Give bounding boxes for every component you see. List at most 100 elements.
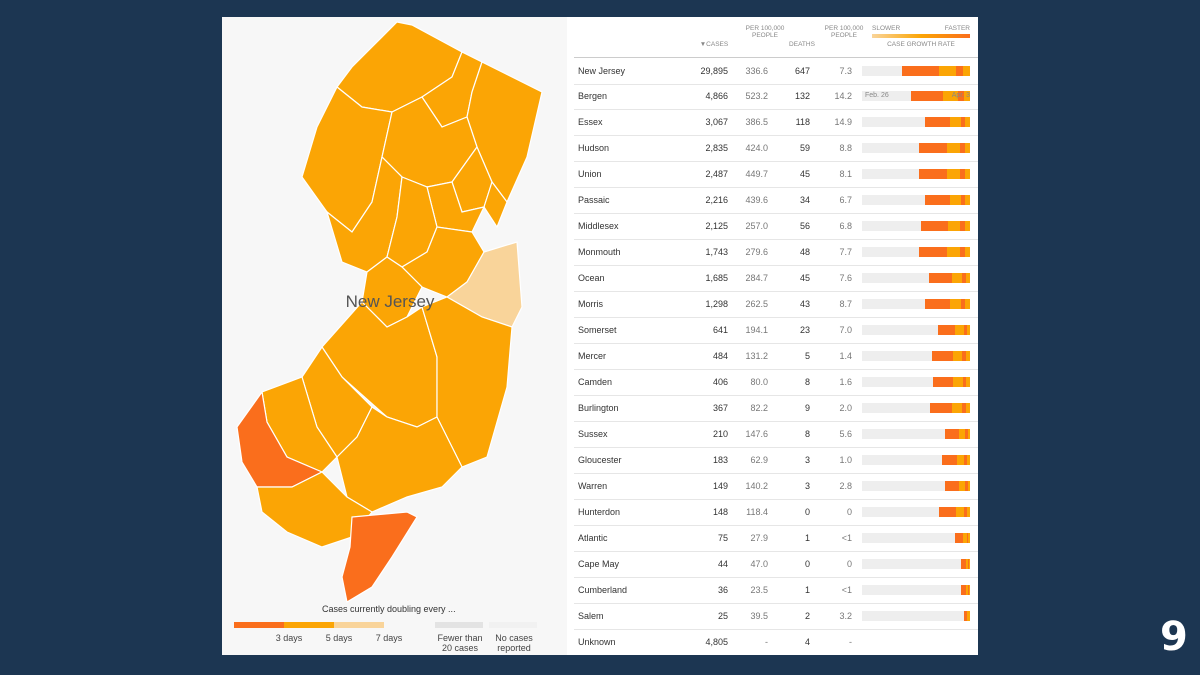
county-ocean[interactable]: [421, 296, 513, 468]
row-cases-per-100k: 279.6: [745, 247, 768, 257]
header-slower: SLOWER: [872, 25, 901, 32]
growth-segment: [964, 247, 970, 257]
row-cases-per-100k: 27.9: [750, 533, 768, 543]
growth-segment: [910, 91, 944, 101]
header-cases[interactable]: ▼CASES: [699, 41, 729, 48]
table-row[interactable]: Hunterdon 148 118.4 0 0: [574, 499, 978, 526]
table-row[interactable]: Gloucester 183 62.9 3 1.0: [574, 447, 978, 474]
table-row[interactable]: Camden 406 80.0 8 1.6: [574, 369, 978, 396]
table-row[interactable]: Essex 3,067 386.5 118 14.9: [574, 109, 978, 136]
chart-card: New Jersey Cases currently doubling ever…: [222, 17, 978, 655]
growth-segment: [966, 559, 969, 569]
growth-segment: [928, 273, 952, 283]
growth-segment: [919, 247, 948, 257]
row-name: Hudson: [578, 143, 610, 153]
row-deaths: 3: [804, 455, 810, 465]
row-cases: 148: [712, 507, 728, 517]
table-row[interactable]: Sussex 210 147.6 8 5.6: [574, 421, 978, 448]
row-cases-per-100k: 424.0: [745, 143, 768, 153]
header-per100k-deaths: PER 100,000 PEOPLE: [824, 25, 864, 39]
growth-segment: [938, 507, 956, 517]
row-name: Warren: [578, 481, 608, 491]
table-row[interactable]: Salem 25 39.5 2 3.2: [574, 603, 978, 630]
growth-segment: [966, 533, 969, 543]
row-cases: 149: [712, 481, 728, 491]
growth-segment: [949, 117, 961, 127]
table-row[interactable]: Cape May 44 47.0 0 0: [574, 551, 978, 578]
legend-swatch: [334, 622, 384, 628]
row-deaths: 0: [804, 559, 810, 569]
row-cases: 29,895: [700, 66, 728, 76]
growth-segment: [952, 351, 963, 361]
row-deaths: 4: [804, 637, 810, 647]
row-name: Monmouth: [578, 247, 621, 257]
table-row[interactable]: Burlington 367 82.2 9 2.0: [574, 395, 978, 422]
table-row[interactable]: Warren 149 140.2 3 2.8: [574, 473, 978, 500]
row-cases: 1,298: [705, 299, 728, 309]
row-deaths-per-100k: 3.2: [839, 611, 852, 621]
row-deaths: 9: [804, 403, 810, 413]
map-panel: New Jersey Cases currently doubling ever…: [222, 17, 567, 655]
row-cases: 2,216: [705, 195, 728, 205]
table-row[interactable]: Passaic 2,216 439.6 34 6.7: [574, 187, 978, 214]
row-deaths-per-100k: 1.6: [839, 377, 852, 387]
row-name: Gloucester: [578, 455, 622, 465]
row-cases-per-100k: 262.5: [745, 299, 768, 309]
growth-segment: [965, 195, 970, 205]
table-row[interactable]: Cumberland 36 23.5 1 <1: [574, 577, 978, 604]
legend-swatch: [284, 622, 334, 628]
legend-label: 5 days: [325, 633, 353, 643]
growth-segment: [968, 559, 970, 569]
growth-segment: [963, 66, 970, 76]
growth-segment: [947, 143, 960, 153]
row-deaths-per-100k: 7.0: [839, 325, 852, 335]
header-deaths: DEATHS: [789, 41, 815, 48]
table-row[interactable]: Ocean 1,685 284.7 45 7.6: [574, 265, 978, 292]
growth-segment: [965, 429, 968, 439]
growth-segment: [958, 91, 965, 101]
table-row[interactable]: Somerset 641 194.1 23 7.0: [574, 317, 978, 344]
table-row[interactable]: Morris 1,298 262.5 43 8.7: [574, 291, 978, 318]
growth-segment: [966, 403, 970, 413]
row-name: Cumberland: [578, 585, 628, 595]
growth-segment: [961, 559, 967, 569]
row-cases-per-100k: 140.2: [745, 481, 768, 491]
table-row[interactable]: Mercer 484 131.2 5 1.4: [574, 343, 978, 370]
table-row[interactable]: Unknown 4,805 - 4 -: [574, 629, 978, 655]
county-hudson[interactable]: [483, 180, 508, 229]
growth-segment: [967, 455, 970, 465]
table-row[interactable]: New Jersey 29,895 336.6 647 7.3: [574, 57, 978, 85]
growth-segment: [949, 195, 961, 205]
row-deaths-per-100k: 14.2: [834, 91, 852, 101]
row-deaths-per-100k: 2.8: [839, 481, 852, 491]
row-cases: 4,805: [705, 637, 728, 647]
table-row[interactable]: Union 2,487 449.7 45 8.1: [574, 161, 978, 188]
state-label: New Jersey: [346, 292, 435, 311]
row-name: Camden: [578, 377, 613, 387]
county-cape-may[interactable]: [341, 511, 418, 603]
table-row[interactable]: Monmouth 1,743 279.6 48 7.7: [574, 239, 978, 266]
growth-rate-bar: [862, 117, 970, 127]
legend-swatch: [435, 622, 483, 628]
growth-segment: [939, 66, 957, 76]
growth-segment: [951, 273, 962, 283]
growth-rate-bar: [862, 481, 970, 491]
growth-segment: [964, 455, 968, 465]
row-name: Cape May: [578, 559, 620, 569]
growth-segment: [963, 533, 967, 543]
row-deaths: 34: [799, 195, 810, 205]
growth-rate-bar: [862, 507, 970, 517]
row-cases-per-100k: 257.0: [745, 221, 768, 231]
table-row[interactable]: Bergen 4,866 523.2 132 14.2: [574, 83, 978, 110]
row-cases-per-100k: 284.7: [745, 273, 768, 283]
table-row[interactable]: Middlesex 2,125 257.0 56 6.8: [574, 213, 978, 240]
legend-swatch: [489, 622, 537, 628]
table-row[interactable]: Atlantic 75 27.9 1 <1: [574, 525, 978, 552]
table-row[interactable]: Hudson 2,835 424.0 59 8.8: [574, 135, 978, 162]
growth-segment: [937, 325, 956, 335]
row-deaths-per-100k: 7.7: [839, 247, 852, 257]
growth-segment: [959, 169, 965, 179]
growth-segment: [959, 247, 965, 257]
growth-rate-bar: [862, 91, 970, 101]
growth-segment: [967, 481, 970, 491]
